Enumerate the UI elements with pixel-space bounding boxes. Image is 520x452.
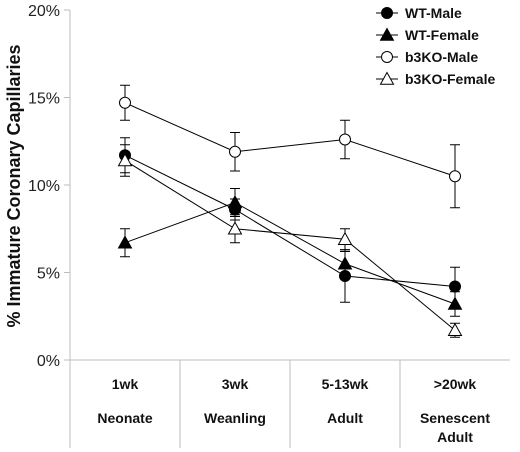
legend-item: b3KO-Female (376, 71, 495, 87)
x-group-label: Adult (437, 429, 473, 445)
y-tick-label: 0% (37, 353, 60, 370)
legend-marker (381, 7, 393, 19)
series-WT-Female (117, 188, 463, 317)
x-tick-label: 1wk (112, 376, 139, 392)
x-group-label: Weanling (204, 410, 266, 426)
data-point (117, 235, 133, 249)
x-group-label: Neonate (97, 410, 152, 426)
series-line (124, 154, 456, 287)
legend-marker (379, 71, 395, 85)
data-point (117, 152, 133, 167)
data-point (449, 170, 461, 183)
y-tick-label: 20% (28, 3, 60, 20)
x-tick-label: 5-13wk (322, 376, 369, 392)
data-point (449, 280, 461, 293)
legend-item: b3KO-Male (376, 49, 478, 65)
x-tick-label: 3wk (222, 376, 249, 392)
data-point (447, 322, 463, 336)
legend-item: WT-Female (376, 27, 479, 43)
y-tick-label: 10% (28, 178, 60, 195)
y-axis-ticks: 0% 5% 10% 15% 20% (28, 3, 70, 370)
x-group-label: Senescent (420, 410, 490, 426)
legend-label: b3KO-Female (405, 71, 495, 87)
legend-label: WT-Female (405, 27, 479, 43)
x-group-label: Adult (327, 410, 363, 426)
series-WT-Male (119, 137, 461, 307)
x-axis-labels: 1wk 3wk 5-13wk >20wk Neonate Weanling Adult Sen… (97, 376, 490, 445)
data-point (227, 194, 243, 209)
legend-marker (381, 51, 393, 63)
y-tick-label: 5% (37, 266, 60, 283)
data-point (119, 96, 131, 109)
series-b3KO-Male (119, 84, 461, 209)
series-layer (117, 84, 463, 338)
series-line (124, 201, 456, 305)
legend-label: b3KO-Male (405, 49, 478, 65)
legend: WT-Male WT-Female b3KO-Male b3KO-Female (376, 5, 495, 87)
data-point (337, 256, 353, 270)
chart-axes (69, 10, 510, 448)
series-line (124, 160, 456, 331)
series-b3KO-Female (117, 144, 463, 338)
legend-label: WT-Male (405, 5, 462, 21)
data-point (447, 296, 463, 310)
series-line (124, 102, 456, 177)
x-tick-label: >20wk (434, 376, 477, 392)
legend-item: WT-Male (376, 5, 462, 21)
y-axis-title: % Immature Coronary Capillaries (4, 44, 24, 327)
data-point (227, 221, 243, 235)
y-tick-label: 15% (28, 91, 60, 108)
data-point (339, 133, 351, 146)
data-point (229, 145, 241, 158)
data-point (337, 231, 353, 245)
legend-marker (379, 27, 395, 41)
